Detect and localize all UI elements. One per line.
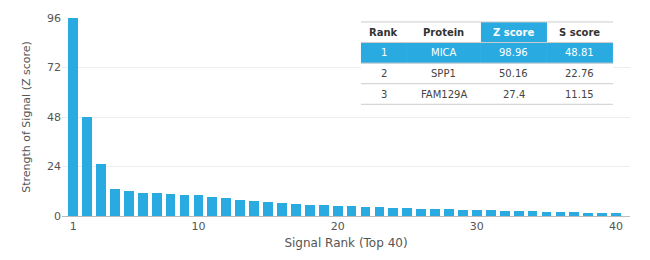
- svg-text:10: 10: [191, 220, 205, 233]
- svg-text:Strength of Signal (Z score): Strength of Signal (Z score): [20, 41, 33, 193]
- svg-text:11.15: 11.15: [565, 89, 594, 100]
- svg-text:Rank: Rank: [369, 27, 398, 38]
- svg-text:24: 24: [47, 160, 61, 173]
- svg-text:30: 30: [470, 220, 484, 233]
- svg-text:96: 96: [47, 12, 61, 25]
- svg-text:40: 40: [609, 220, 623, 233]
- svg-text:FAM129A: FAM129A: [421, 89, 467, 100]
- svg-text:Signal Rank (Top 40): Signal Rank (Top 40): [284, 236, 407, 250]
- svg-text:48.81: 48.81: [565, 47, 594, 58]
- svg-text:98.96: 98.96: [499, 47, 528, 58]
- svg-text:1: 1: [381, 47, 387, 58]
- svg-text:22.76: 22.76: [565, 68, 594, 79]
- svg-text:0: 0: [54, 210, 61, 223]
- svg-text:Z score: Z score: [493, 27, 534, 38]
- svg-text:MICA: MICA: [431, 47, 457, 58]
- svg-text:SPP1: SPP1: [431, 68, 456, 79]
- svg-text:48: 48: [47, 111, 61, 124]
- svg-text:1: 1: [70, 220, 77, 233]
- svg-text:20: 20: [331, 220, 345, 233]
- svg-text:Protein: Protein: [423, 27, 464, 38]
- svg-text:2: 2: [381, 68, 387, 79]
- svg-text:50.16: 50.16: [499, 68, 528, 79]
- svg-text:3: 3: [381, 89, 387, 100]
- svg-text:S score: S score: [559, 27, 600, 38]
- svg-text:27.4: 27.4: [503, 89, 525, 100]
- svg-text:72: 72: [47, 61, 61, 74]
